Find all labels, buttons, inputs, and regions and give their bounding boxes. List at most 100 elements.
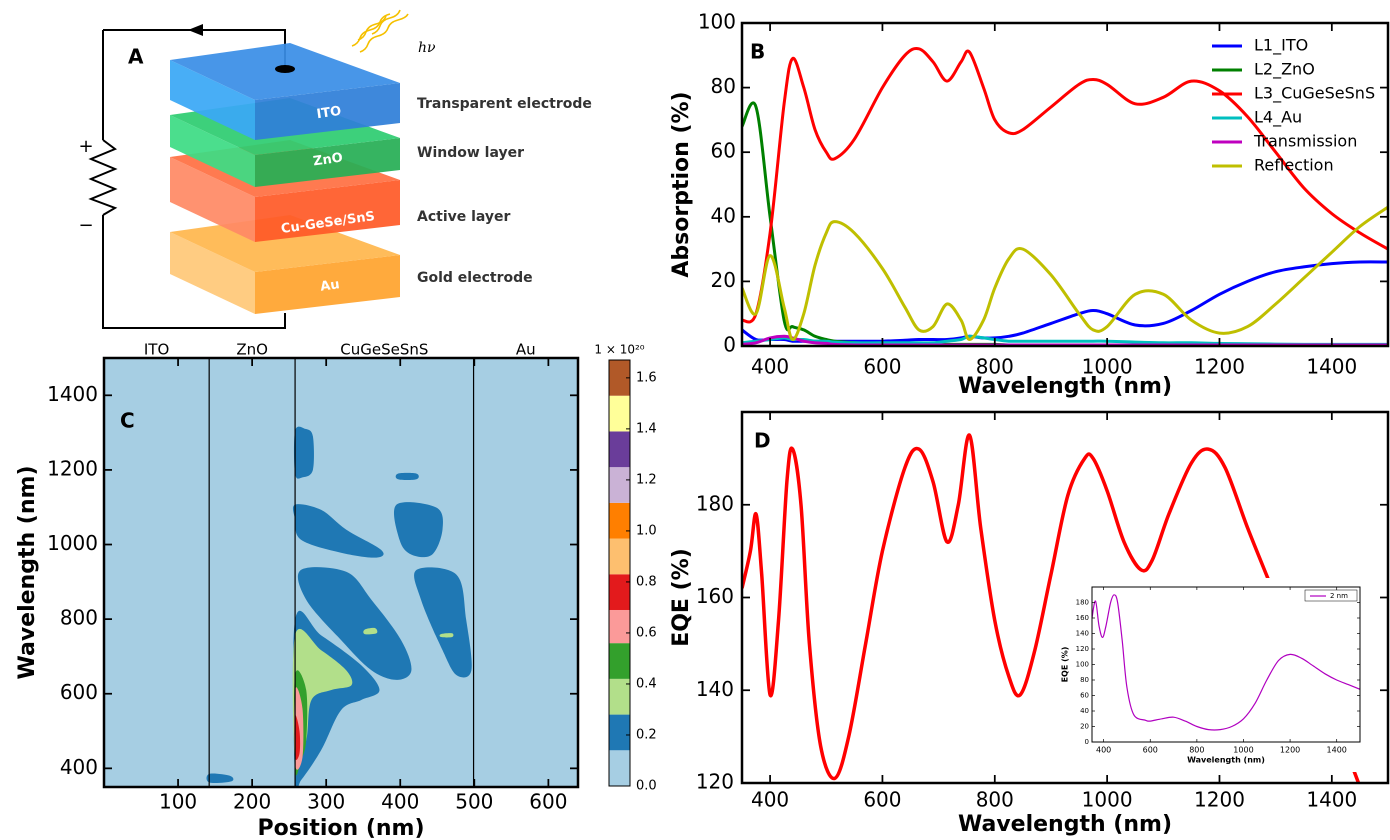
y-tick-label: 40 bbox=[1080, 707, 1089, 715]
slab-right bbox=[255, 83, 400, 140]
y-tick-label: 60 bbox=[1080, 692, 1089, 700]
y-tick-label: 0 bbox=[723, 333, 736, 357]
slab-right bbox=[255, 255, 400, 314]
layer-name: Au bbox=[516, 341, 536, 359]
colorbar-tick-label: 0.2 bbox=[636, 727, 657, 742]
contour-region bbox=[297, 567, 412, 680]
x-axis-title: Wavelength (nm) bbox=[958, 812, 1172, 837]
colorbar-tick-label: 1.4 bbox=[636, 421, 657, 436]
contour-region bbox=[363, 627, 378, 635]
y-tick-label: 120 bbox=[696, 770, 734, 794]
colorbar-tick-label: 0.4 bbox=[636, 676, 657, 691]
contour-region bbox=[292, 504, 384, 558]
y-tick-label: 40 bbox=[711, 203, 736, 227]
slab-right bbox=[255, 180, 400, 242]
colorbar-tick-label: 1.6 bbox=[636, 370, 657, 385]
y-axis-title: Absorption (%) bbox=[669, 91, 694, 277]
colorbar-tick-label: 0.8 bbox=[636, 574, 657, 589]
x-tick-label: 300 bbox=[307, 790, 345, 814]
colorbar-tick-label: 0.6 bbox=[636, 625, 657, 640]
layer-name: ZnO bbox=[236, 341, 268, 359]
legend-label: Transmission bbox=[1253, 132, 1357, 151]
contour-region bbox=[439, 633, 454, 638]
x-tick-label: 600 bbox=[529, 790, 567, 814]
layer-name: CuGeSeSnS bbox=[340, 341, 428, 359]
contour-region bbox=[395, 472, 419, 480]
y-tick-label: 400 bbox=[60, 755, 98, 779]
colorbar-band bbox=[609, 395, 630, 432]
layer-role: Transparent electrode bbox=[417, 96, 592, 112]
photon-label: hν bbox=[418, 40, 436, 56]
legend-label: 2 nm bbox=[1330, 592, 1348, 600]
legend-label: Reflection bbox=[1254, 156, 1334, 175]
x-tick-label: 400 bbox=[751, 788, 789, 812]
colorbar-label: 1 × 10²⁰ bbox=[594, 343, 644, 357]
x-tick-label: 1000 bbox=[1082, 788, 1133, 812]
colorbar-band bbox=[609, 574, 630, 610]
legend-label: L1_ITO bbox=[1254, 36, 1308, 56]
y-tick-label: 60 bbox=[711, 139, 736, 163]
x-tick-label: 600 bbox=[863, 355, 901, 379]
x-tick-label: 100 bbox=[159, 790, 197, 814]
y-tick-label: 1400 bbox=[47, 382, 98, 406]
contour-region bbox=[294, 715, 301, 760]
colorbar-tick-label: 0.0 bbox=[636, 779, 657, 794]
resistor bbox=[88, 139, 118, 216]
y-tick-label: 0 bbox=[1085, 738, 1089, 746]
y-tick-label: 1200 bbox=[47, 456, 98, 480]
y-tick-label: 120 bbox=[1076, 645, 1089, 653]
y-tick-label: 140 bbox=[696, 677, 734, 701]
y-axis-title: EQE (%) bbox=[1061, 647, 1070, 683]
slab-left bbox=[170, 60, 255, 140]
plot-frame bbox=[102, 356, 580, 789]
data-line bbox=[742, 205, 1388, 341]
x-tick-label: 1200 bbox=[1194, 788, 1245, 812]
y-tick-label: 80 bbox=[1080, 676, 1089, 684]
legend-label: L3_CuGeSeSnS bbox=[1254, 84, 1375, 104]
minus-sign: − bbox=[78, 215, 93, 236]
inset-background bbox=[1062, 578, 1372, 772]
x-axis-title: Wavelength (nm) bbox=[1187, 756, 1265, 765]
contour-region bbox=[206, 773, 234, 784]
x-tick-label: 800 bbox=[976, 788, 1014, 812]
colorbar-band bbox=[609, 431, 630, 468]
colorbar-band bbox=[609, 360, 630, 396]
x-tick-label: 1400 bbox=[1306, 788, 1357, 812]
y-tick-label: 140 bbox=[1076, 630, 1089, 638]
x-axis-title: Position (nm) bbox=[257, 816, 424, 840]
x-tick-label: 1400 bbox=[1327, 746, 1347, 755]
y-tick-label: 80 bbox=[711, 74, 736, 98]
light-rays bbox=[351, 9, 409, 53]
x-tick-label: 800 bbox=[976, 355, 1014, 379]
colorbar-band bbox=[609, 643, 630, 679]
data-line bbox=[742, 260, 1388, 343]
colorbar-band bbox=[609, 714, 630, 751]
panel-label: B bbox=[750, 40, 765, 64]
x-tick-label: 400 bbox=[751, 355, 789, 379]
contact-dot bbox=[275, 65, 295, 73]
colorbar-band bbox=[609, 678, 630, 715]
colorbar-band bbox=[609, 750, 630, 786]
x-tick-label: 1000 bbox=[1233, 746, 1253, 755]
x-tick-label: 1200 bbox=[1280, 746, 1300, 755]
legend-label: L2_ZnO bbox=[1254, 60, 1315, 80]
colorbar-band bbox=[609, 609, 630, 644]
colorbar-band bbox=[609, 467, 630, 503]
slab-right bbox=[255, 138, 400, 187]
x-tick-label: 1400 bbox=[1306, 355, 1357, 379]
slab-left bbox=[170, 232, 255, 314]
y-tick-label: 160 bbox=[1076, 614, 1089, 622]
layer-name: ZnO bbox=[312, 151, 344, 170]
contour-region bbox=[293, 426, 314, 479]
x-tick-label: 1000 bbox=[1082, 355, 1133, 379]
data-line bbox=[1092, 594, 1360, 731]
layer-stack bbox=[170, 43, 400, 314]
y-tick-label: 180 bbox=[696, 491, 734, 515]
y-tick-label: 20 bbox=[711, 268, 736, 292]
current-arrow bbox=[188, 24, 203, 36]
x-tick-label: 500 bbox=[455, 790, 493, 814]
plus-sign: + bbox=[78, 136, 93, 157]
y-tick-label: 600 bbox=[60, 680, 98, 704]
